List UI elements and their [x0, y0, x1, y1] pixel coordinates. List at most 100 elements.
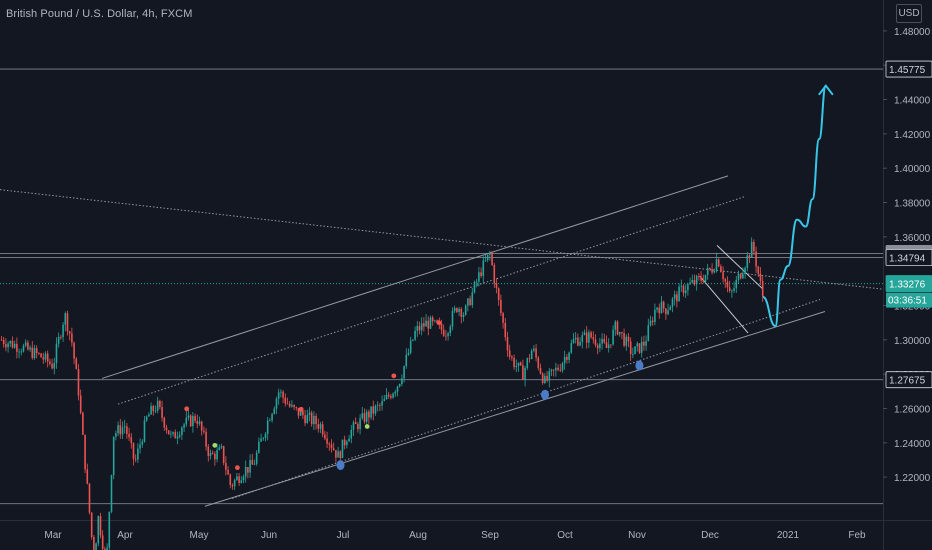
- candle-body: [194, 416, 196, 421]
- candle-body: [255, 452, 258, 464]
- channel-mid-line[interactable]: [117, 196, 746, 405]
- candle-body: [40, 353, 42, 358]
- candle-body: [519, 362, 522, 366]
- candle-body: [572, 339, 575, 344]
- candle-body: [308, 412, 311, 416]
- candle-body: [583, 332, 586, 335]
- candle-body: [93, 537, 95, 550]
- candle-body: [588, 332, 590, 343]
- signal-dot: [436, 320, 442, 326]
- candle-body: [132, 442, 135, 459]
- candle-body: [9, 340, 12, 344]
- price-label-text: 1.33276: [889, 280, 926, 291]
- time-tick-label: 2021: [777, 530, 800, 541]
- candle-body: [198, 421, 201, 424]
- candle-body: [253, 463, 256, 465]
- candle-body: [108, 511, 111, 548]
- candle-body: [211, 453, 214, 454]
- candle-body: [167, 430, 170, 435]
- projection-path[interactable]: [762, 84, 827, 328]
- candle-body: [739, 273, 742, 279]
- candle-body: [423, 323, 425, 327]
- candle-body: [304, 415, 306, 424]
- candle-body: [390, 396, 392, 398]
- price-tick-label: 1.48000: [894, 27, 931, 38]
- time-tick-label: Dec: [701, 530, 719, 541]
- candle-body: [251, 460, 254, 465]
- candle-body: [165, 427, 168, 431]
- channel-lower-line[interactable]: [204, 311, 826, 507]
- candle-body: [447, 333, 449, 337]
- candle-body: [665, 308, 667, 315]
- candlestick-series[interactable]: [0, 237, 764, 550]
- candle-body: [502, 313, 504, 323]
- candle-body: [315, 416, 317, 425]
- candle-body: [233, 480, 236, 487]
- candle-body: [645, 340, 647, 346]
- candle-body: [647, 325, 650, 341]
- candle-body: [489, 253, 491, 255]
- candle-body: [141, 441, 144, 445]
- candle-body: [385, 394, 388, 400]
- candle-body: [29, 347, 31, 350]
- candle-body: [394, 391, 397, 394]
- signal-dot: [391, 373, 397, 379]
- candle-body: [706, 267, 709, 275]
- candle-body: [13, 343, 16, 348]
- candle-body: [57, 336, 60, 344]
- candle-body: [379, 405, 381, 406]
- candle-body: [728, 287, 731, 291]
- candle-body: [200, 421, 203, 431]
- candle-body: [599, 343, 601, 349]
- candle-body: [407, 352, 410, 355]
- candle-body: [625, 336, 628, 346]
- candle-body: [260, 438, 262, 442]
- candle-body: [629, 341, 632, 355]
- candle-body: [16, 343, 18, 352]
- candle-body: [427, 320, 430, 329]
- candle-body: [471, 292, 474, 306]
- dotted-trendline[interactable]: [0, 189, 884, 290]
- candle-body: [566, 356, 568, 360]
- candle-body: [581, 334, 584, 342]
- candle-body: [324, 434, 326, 439]
- candle-body: [368, 411, 370, 418]
- candle-body: [242, 476, 245, 481]
- candle-body: [310, 412, 313, 425]
- channel-upper-line[interactable]: [101, 175, 729, 379]
- wedge-line[interactable]: [699, 275, 749, 334]
- candle-body: [757, 266, 760, 274]
- candle-body: [541, 373, 544, 383]
- candle-body: [42, 357, 45, 360]
- candle-body: [64, 313, 67, 325]
- candle-body: [713, 270, 716, 273]
- candle-body: [563, 356, 566, 364]
- candle-body: [603, 338, 606, 343]
- candle-body: [306, 415, 309, 424]
- candle-body: [660, 301, 663, 314]
- candle-body: [473, 281, 476, 293]
- candle-body: [319, 424, 322, 429]
- candle-body: [269, 420, 271, 422]
- candle-body: [130, 437, 133, 443]
- candle-body: [139, 444, 141, 449]
- candle-body: [335, 450, 337, 458]
- candle-body: [559, 369, 562, 371]
- candle-body: [568, 352, 570, 360]
- candle-body: [398, 383, 401, 387]
- candle-body: [497, 288, 500, 300]
- candle-body: [73, 342, 75, 359]
- time-tick-label: Aug: [409, 530, 427, 541]
- candle-body: [420, 323, 423, 331]
- candle-body: [480, 272, 482, 276]
- currency-button[interactable]: USD: [896, 4, 922, 23]
- candle-body: [185, 417, 188, 425]
- candle-body: [35, 348, 38, 354]
- candle-body: [612, 329, 614, 345]
- candle-body: [431, 317, 434, 322]
- candle-body: [38, 353, 40, 354]
- wedge-line[interactable]: [716, 245, 764, 290]
- candle-body: [295, 406, 298, 408]
